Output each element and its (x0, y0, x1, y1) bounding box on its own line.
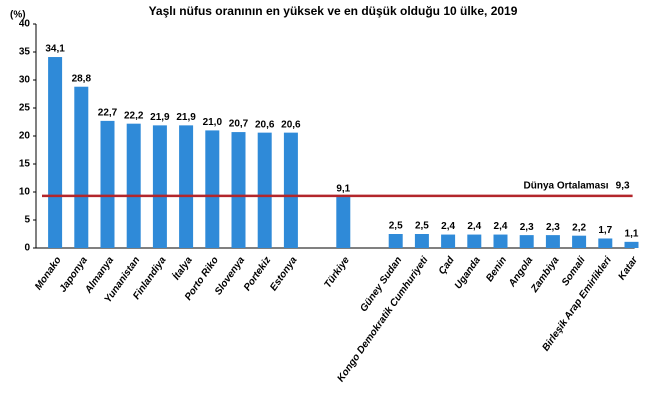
y-tick-label: 25 (19, 103, 31, 114)
value-label: 21,9 (176, 112, 196, 123)
chart-title: Yaşlı nüfus oranının en yüksek ve en düş… (149, 4, 518, 18)
y-tick-label: 30 (19, 75, 31, 86)
bar (572, 235, 587, 248)
value-label: 2,3 (520, 222, 534, 233)
reference-value-label: 9,3 (616, 181, 630, 192)
bar (257, 132, 272, 248)
bar (48, 57, 63, 248)
y-tick-label: 10 (19, 187, 31, 198)
bar (205, 130, 220, 248)
value-label: 20,7 (229, 119, 249, 130)
bar (624, 241, 639, 248)
x-tick-label: Somali (560, 255, 588, 288)
x-tick-label: Türkiye (323, 255, 353, 291)
value-label: 2,4 (467, 221, 481, 232)
bar (283, 132, 298, 248)
y-tick-label: 40 (19, 19, 31, 30)
value-label: 21,0 (203, 117, 223, 128)
bar (493, 234, 508, 248)
value-label: 2,4 (494, 221, 508, 232)
value-label: 1,7 (598, 225, 612, 236)
bar (152, 125, 167, 248)
bar (336, 197, 351, 248)
y-tick-label: 0 (24, 243, 30, 254)
y-tick-label: 5 (24, 215, 30, 226)
value-label: 2,3 (546, 222, 560, 233)
value-label: 2,4 (441, 221, 455, 232)
bar (414, 234, 429, 248)
value-label: 1,1 (625, 228, 639, 239)
bar (519, 235, 534, 248)
bar (388, 234, 403, 248)
bar (598, 238, 613, 248)
value-label: 2,5 (415, 221, 429, 232)
x-tick-label: Katar (616, 254, 640, 282)
x-tick-label: Çad (437, 254, 457, 277)
x-tick-label: İtalya (169, 253, 195, 282)
y-tick-label: 20 (19, 131, 31, 142)
value-label: 21,9 (150, 112, 170, 123)
value-label: 20,6 (255, 119, 275, 130)
value-label: 2,5 (389, 221, 403, 232)
bar (126, 123, 141, 248)
value-label: 28,8 (72, 73, 92, 84)
bar (74, 86, 89, 248)
x-tick-label: Benin (484, 255, 509, 284)
bar (100, 120, 115, 248)
value-label: 2,2 (572, 222, 586, 233)
value-label: 22,2 (124, 110, 144, 121)
x-tick-label: Uganda (453, 255, 483, 292)
bar (231, 132, 246, 248)
y-tick-label: 15 (19, 159, 31, 170)
y-tick-label: 35 (19, 47, 31, 58)
bar (467, 234, 482, 248)
reference-label: Dünya Ortalaması (524, 181, 609, 192)
bar (441, 234, 456, 248)
bar (179, 125, 194, 248)
x-tick-label: Estonya (268, 255, 300, 294)
value-label: 9,1 (336, 184, 350, 195)
y-axis-label: (%) (10, 10, 26, 21)
value-label: 22,7 (98, 108, 118, 119)
value-label: 34,1 (45, 44, 65, 55)
value-label: 20,6 (281, 119, 301, 130)
bar (545, 235, 560, 248)
